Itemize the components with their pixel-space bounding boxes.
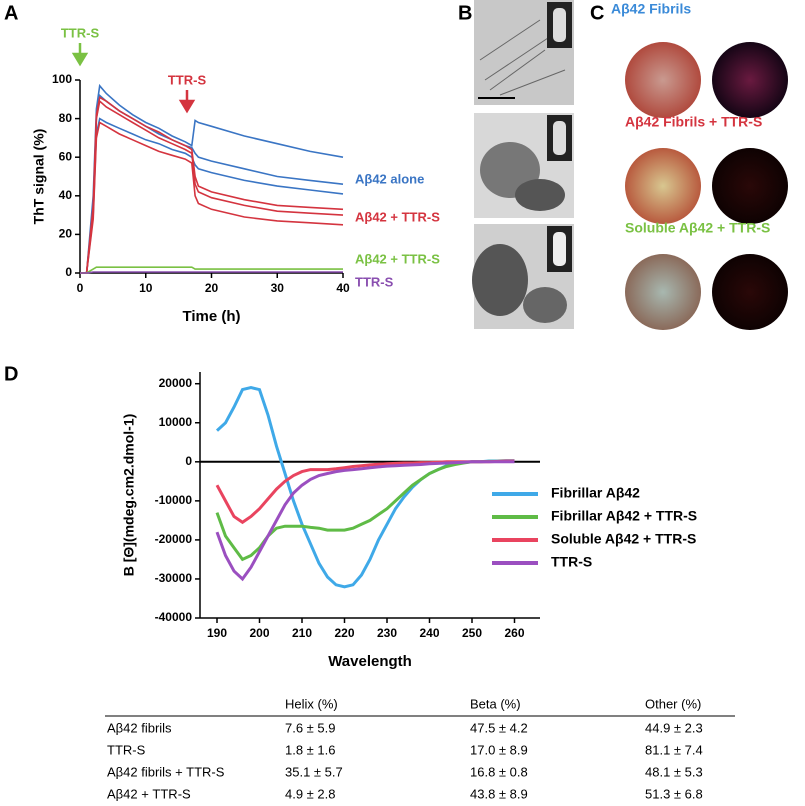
y-tick-label: -30000 bbox=[155, 571, 193, 585]
x-tick-label: 240 bbox=[419, 626, 439, 640]
x-tick-label: 30 bbox=[271, 281, 285, 295]
annotation: TTR-S bbox=[61, 25, 100, 40]
panel-label: D bbox=[4, 363, 18, 385]
y-tick-label: 0 bbox=[65, 265, 72, 279]
panel-c-label: Aβ42 Fibrils + TTR-S bbox=[625, 114, 762, 130]
data-line bbox=[80, 99, 344, 274]
data-line bbox=[80, 121, 344, 274]
data-line bbox=[80, 83, 344, 274]
series-label: Aβ42 + TTR-S bbox=[355, 251, 440, 266]
y-tick-label: -10000 bbox=[155, 493, 193, 507]
x-tick-label: 0 bbox=[77, 281, 84, 295]
x-tick-label: 40 bbox=[336, 281, 350, 295]
x-tick-label: 220 bbox=[334, 626, 354, 640]
x-axis-title: Wavelength bbox=[328, 653, 412, 670]
table: Helix (%) Beta (%) Other (%) Aβ42 fibrils 7.… bbox=[107, 696, 703, 801]
legend-label: Fibrillar Aβ42 bbox=[551, 485, 640, 501]
y-tick-label: 0 bbox=[185, 454, 192, 468]
data-line bbox=[80, 266, 343, 274]
y-axis-title: B [Θ](mdeg.cm2.dmol-1) bbox=[121, 414, 137, 577]
table-cell: Aβ42 fibrils bbox=[107, 720, 172, 735]
table-header: Helix (%) bbox=[285, 696, 338, 711]
table-cell: 1.8 ± 1.6 bbox=[285, 742, 336, 757]
x-tick-label: 190 bbox=[207, 626, 227, 640]
x-tick-label: 20 bbox=[205, 281, 219, 295]
y-tick-label: -40000 bbox=[155, 610, 193, 624]
microscopy bbox=[625, 42, 788, 330]
y-tick-label: 10000 bbox=[159, 415, 193, 429]
table-cell: Aβ42 + TTR-S bbox=[107, 786, 191, 801]
legend-label: TTR-S bbox=[551, 554, 592, 570]
y-tick-label: 20 bbox=[59, 227, 73, 241]
table-header: Other (%) bbox=[645, 696, 701, 711]
panel-label: B bbox=[458, 2, 472, 24]
table-cell: 43.8 ± 8.9 bbox=[470, 786, 528, 801]
y-tick-label: 60 bbox=[59, 149, 73, 163]
legend-label: Soluble Aβ42 + TTR-S bbox=[551, 531, 696, 547]
table-cell: Aβ42 fibrils + TTR-S bbox=[107, 764, 225, 779]
annotation: TTR-S bbox=[168, 72, 207, 87]
data-line bbox=[80, 271, 343, 274]
legend-label: Fibrillar Aβ42 + TTR-S bbox=[551, 508, 697, 524]
x-tick-label: 210 bbox=[292, 626, 312, 640]
annotation-arrow bbox=[178, 90, 196, 114]
data-line bbox=[80, 96, 344, 274]
series-label: TTR-S bbox=[355, 274, 394, 289]
table-header: Beta (%) bbox=[470, 696, 521, 711]
table-cell: 17.0 ± 8.9 bbox=[470, 742, 528, 757]
table-cell: 4.9 ± 2.8 bbox=[285, 786, 336, 801]
panel-label: C bbox=[590, 2, 604, 24]
panel-c-label: Aβ42 Fibrils bbox=[611, 1, 691, 17]
annotation-arrow bbox=[71, 43, 89, 67]
y-tick-label: -20000 bbox=[155, 532, 193, 546]
table-cell: 51.3 ± 6.8 bbox=[645, 786, 703, 801]
x-tick-label: 200 bbox=[249, 626, 269, 640]
data-line bbox=[215, 386, 515, 589]
x-axis-title: Time (h) bbox=[182, 308, 240, 325]
table-cell: 48.1 ± 5.3 bbox=[645, 764, 703, 779]
table-cell: 81.1 ± 7.4 bbox=[645, 742, 703, 757]
table-cell: 47.5 ± 4.2 bbox=[470, 720, 528, 735]
panel-label: A bbox=[4, 2, 18, 24]
y-tick-label: 40 bbox=[59, 188, 73, 202]
series-label: Aβ42 alone bbox=[355, 171, 424, 186]
data-line bbox=[215, 460, 515, 582]
y-tick-label: 100 bbox=[52, 72, 72, 86]
y-tick-label: 80 bbox=[59, 111, 73, 125]
x-tick-label: 260 bbox=[504, 626, 524, 640]
data-line bbox=[215, 459, 515, 525]
table-cell: 7.6 ± 5.9 bbox=[285, 720, 336, 735]
y-tick-label: 20000 bbox=[159, 376, 193, 390]
table-cell: 35.1 ± 5.7 bbox=[285, 764, 343, 779]
panel-c-label: Soluble Aβ42 + TTR-S bbox=[625, 220, 770, 236]
table-cell: TTR-S bbox=[107, 742, 146, 757]
x-tick-label: 230 bbox=[377, 626, 397, 640]
series-label: Aβ42 + TTR-S bbox=[355, 209, 440, 224]
x-tick-label: 250 bbox=[462, 626, 482, 640]
data-line bbox=[80, 117, 344, 274]
y-axis-title: ThT signal (%) bbox=[31, 129, 47, 225]
table-cell: 44.9 ± 2.3 bbox=[645, 720, 703, 735]
table-cell: 16.8 ± 0.8 bbox=[470, 764, 528, 779]
x-tick-label: 10 bbox=[139, 281, 153, 295]
micrographs bbox=[472, 0, 574, 329]
data-line bbox=[80, 93, 344, 274]
